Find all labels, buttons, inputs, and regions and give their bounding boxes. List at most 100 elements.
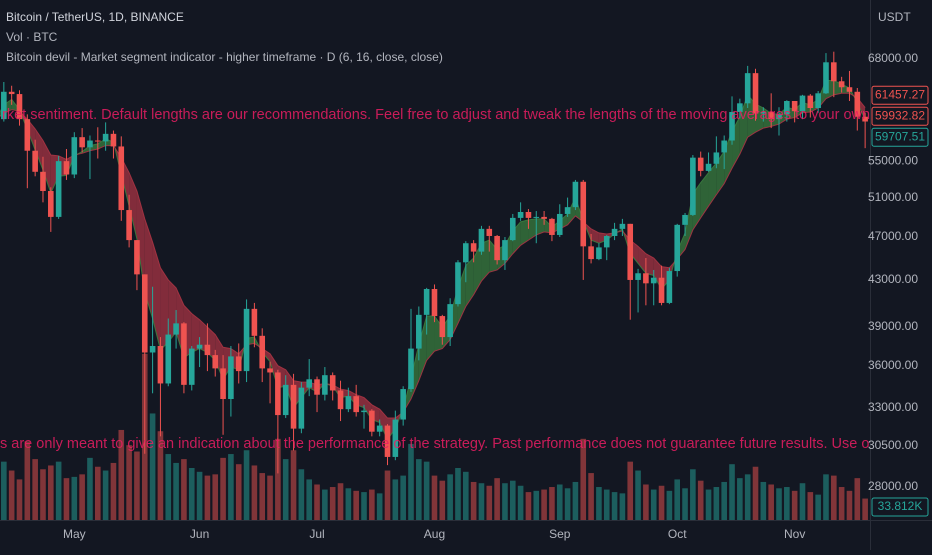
volume-bar (697, 480, 704, 520)
candle-body (791, 100, 798, 112)
candle-body (588, 246, 594, 260)
x-tick-label: Aug (424, 527, 445, 541)
candle-body (1, 91, 7, 120)
candle-body (815, 93, 821, 109)
volume-bar (721, 481, 727, 520)
ma-band (536, 218, 545, 235)
candle-body (423, 289, 430, 315)
volume-bar (290, 450, 297, 520)
currency-label: USDT (878, 10, 911, 24)
volume-bar (556, 484, 563, 520)
ma-band (136, 191, 145, 293)
volume-bar (353, 490, 359, 520)
candle-body (502, 240, 508, 261)
plot-area: rket sentiment. Default lengths are our … (0, 51, 870, 520)
candle-body (846, 87, 853, 92)
volume-bar (149, 413, 156, 520)
volume-legend: Vol · BTC (6, 30, 58, 44)
candle-body (854, 91, 861, 117)
volume-bar (846, 490, 853, 520)
x-tick-label: Sep (549, 527, 571, 541)
volume-bar (188, 468, 195, 520)
ma-band (700, 172, 709, 218)
candle-body (463, 243, 469, 263)
volume-bar (48, 465, 54, 520)
candle-body (220, 368, 226, 400)
candle-body (635, 273, 641, 280)
volume-bar (431, 475, 438, 520)
volume-bar (823, 474, 829, 520)
volume-bar (455, 468, 461, 520)
volume-bar (71, 476, 78, 520)
candle-body (243, 308, 250, 372)
candle-body (658, 277, 665, 303)
candle-body (650, 277, 657, 284)
volume-bar (157, 431, 164, 520)
candle-body (94, 140, 101, 142)
volume-bar (416, 459, 422, 520)
y-tick-label: 68000.00 (868, 51, 918, 65)
volume-bar (596, 487, 602, 520)
candle-body (729, 111, 735, 141)
volume-bar (110, 462, 117, 520)
candle-body (408, 348, 414, 390)
volume-bar (447, 474, 453, 520)
ma-band (129, 172, 137, 240)
volume-bar (603, 489, 610, 520)
candle-body (16, 94, 23, 120)
ma-band (160, 267, 169, 350)
volume-bar (549, 487, 555, 520)
ma-band (708, 162, 717, 207)
candle-body (784, 100, 790, 115)
volume-bar (306, 479, 312, 520)
volume-bar (329, 487, 336, 520)
candle-body (322, 375, 328, 395)
candle-body (627, 223, 634, 280)
volume-bar (314, 484, 320, 520)
y-tick-label: 33000.00 (868, 400, 918, 414)
volume-bar (737, 478, 743, 520)
volume-bar (635, 470, 641, 520)
volume-bar (118, 429, 125, 520)
y-tick-label: 30500.00 (868, 438, 918, 452)
ma-band (97, 138, 106, 150)
candle-body (470, 243, 477, 252)
volume-bar (384, 470, 391, 520)
volume-bar (494, 478, 500, 520)
volume-bar (408, 443, 414, 520)
volume-bar (79, 474, 85, 520)
candle-body (79, 137, 85, 148)
candle-body (564, 207, 571, 214)
candle-body (235, 356, 242, 372)
volume-bar (322, 489, 328, 520)
candle-body (110, 133, 117, 147)
candle-body (353, 396, 359, 413)
candle-body (525, 212, 532, 218)
candle-body (306, 379, 312, 388)
candle-body (63, 161, 70, 175)
volume-bar (541, 489, 547, 520)
candle-body (149, 346, 156, 353)
volume-bar (134, 451, 140, 520)
candle-body (102, 133, 109, 142)
volume-bar (345, 488, 352, 520)
candle-body (744, 73, 751, 104)
candle-body (24, 119, 31, 151)
candle-body (314, 379, 320, 395)
ma-band (215, 334, 224, 380)
candle-body (400, 389, 406, 420)
candle-body (345, 396, 352, 410)
volume-bar (126, 445, 132, 520)
candle-body (126, 210, 132, 241)
volume-bar (259, 473, 266, 520)
volume-bar (400, 475, 406, 520)
candle-body (455, 262, 461, 305)
volume-bar (862, 498, 868, 520)
volume-bar (838, 487, 845, 520)
candle-body (674, 224, 681, 272)
volume-bar (650, 489, 657, 520)
y-tick-label: 28000.00 (868, 479, 918, 493)
volume-bar (8, 470, 15, 520)
volume-bar (705, 489, 712, 520)
